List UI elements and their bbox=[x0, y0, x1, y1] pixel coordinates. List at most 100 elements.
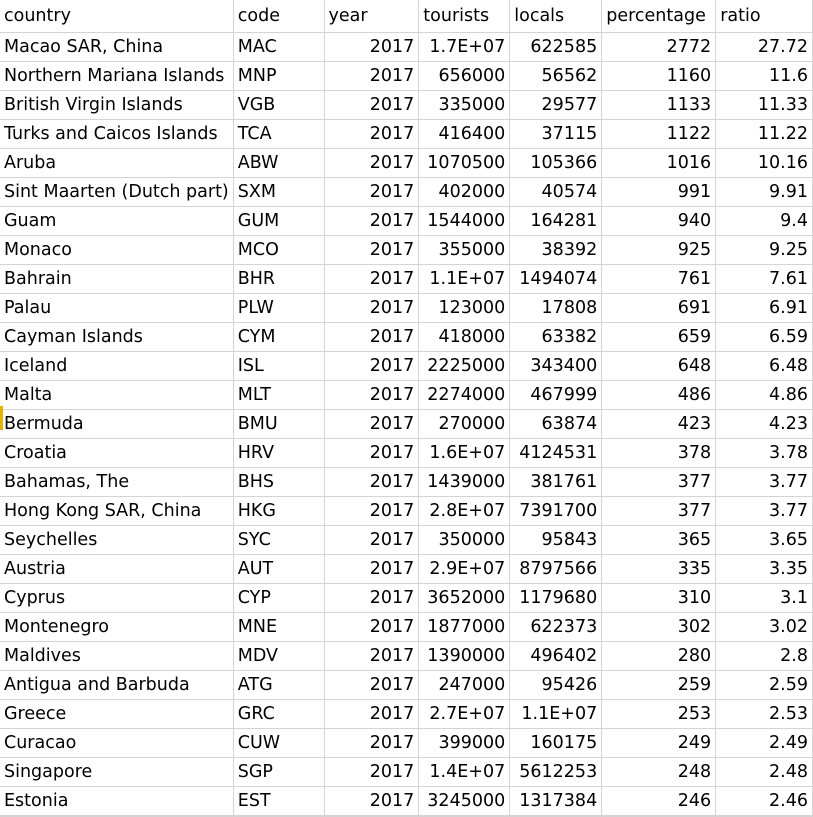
cell-year[interactable]: 2017 bbox=[324, 293, 420, 323]
cell-percentage[interactable]: 378 bbox=[601, 438, 717, 468]
cell-ratio[interactable]: 3.77 bbox=[715, 496, 813, 526]
cell-ratio[interactable]: 9.4 bbox=[715, 206, 813, 236]
cell-tourists[interactable]: 350000 bbox=[418, 525, 511, 555]
cell-tourists[interactable]: 1.1E+07 bbox=[418, 264, 511, 294]
cell-locals[interactable]: 56562 bbox=[509, 61, 603, 91]
cell-tourists[interactable]: 399000 bbox=[418, 728, 511, 758]
cell-year[interactable]: 2017 bbox=[324, 757, 420, 787]
cell-code[interactable]: HRV bbox=[233, 438, 325, 468]
cell-year[interactable]: 2017 bbox=[324, 641, 420, 671]
cell-percentage[interactable]: 2772 bbox=[601, 32, 717, 62]
cell-code[interactable]: SYC bbox=[233, 525, 325, 555]
cell-ratio[interactable]: 2.49 bbox=[715, 728, 813, 758]
cell-tourists[interactable]: 1070500 bbox=[418, 148, 511, 178]
cell-locals[interactable]: 29577 bbox=[509, 90, 603, 120]
cell-percentage[interactable]: 940 bbox=[601, 206, 717, 236]
cell-year[interactable]: 2017 bbox=[324, 554, 420, 584]
cell-percentage[interactable]: 310 bbox=[601, 583, 717, 613]
cell-code[interactable]: MAC bbox=[233, 32, 325, 62]
cell-locals[interactable]: 40574 bbox=[509, 177, 603, 207]
cell-country[interactable]: Singapore bbox=[0, 757, 234, 787]
cell-code[interactable]: GRC bbox=[233, 699, 325, 729]
header-cell-tourists[interactable]: tourists bbox=[418, 0, 511, 33]
cell-year[interactable]: 2017 bbox=[324, 119, 420, 149]
cell-tourists[interactable]: 418000 bbox=[418, 322, 511, 352]
cell-year[interactable]: 2017 bbox=[324, 670, 420, 700]
cell-ratio[interactable]: 3.78 bbox=[715, 438, 813, 468]
cell-percentage[interactable]: 246 bbox=[601, 786, 717, 816]
cell-ratio[interactable]: 27.72 bbox=[715, 32, 813, 62]
cell-ratio[interactable]: 7.61 bbox=[715, 264, 813, 294]
cell-tourists[interactable]: 2.7E+07 bbox=[418, 699, 511, 729]
cell-ratio[interactable]: 3.77 bbox=[715, 467, 813, 497]
cell-locals[interactable]: 496402 bbox=[509, 641, 603, 671]
cell-percentage[interactable]: 691 bbox=[601, 293, 717, 323]
cell-tourists[interactable]: 355000 bbox=[418, 235, 511, 265]
cell-tourists[interactable]: 1439000 bbox=[418, 467, 511, 497]
cell-code[interactable]: CUW bbox=[233, 728, 325, 758]
header-cell-percentage[interactable]: percentage bbox=[601, 0, 717, 33]
cell-year[interactable]: 2017 bbox=[324, 264, 420, 294]
cell-locals[interactable]: 7391700 bbox=[509, 496, 603, 526]
cell-year[interactable]: 2017 bbox=[324, 496, 420, 526]
cell-locals[interactable]: 622585 bbox=[509, 32, 603, 62]
cell-percentage[interactable]: 486 bbox=[601, 380, 717, 410]
header-cell-code[interactable]: code bbox=[233, 0, 325, 33]
cell-year[interactable]: 2017 bbox=[324, 32, 420, 62]
cell-country[interactable]: Antigua and Barbuda bbox=[0, 670, 234, 700]
cell-tourists[interactable]: 1390000 bbox=[418, 641, 511, 671]
cell-tourists[interactable]: 2.8E+07 bbox=[418, 496, 511, 526]
cell-percentage[interactable]: 1160 bbox=[601, 61, 717, 91]
cell-year[interactable]: 2017 bbox=[324, 206, 420, 236]
cell-country[interactable]: Bermuda bbox=[0, 409, 234, 439]
cell-tourists[interactable]: 1.7E+07 bbox=[418, 32, 511, 62]
cell-ratio[interactable]: 11.33 bbox=[715, 90, 813, 120]
cell-country[interactable]: Monaco bbox=[0, 235, 234, 265]
cell-percentage[interactable]: 248 bbox=[601, 757, 717, 787]
cell-tourists[interactable]: 3652000 bbox=[418, 583, 511, 613]
cell-code[interactable]: GUM bbox=[233, 206, 325, 236]
cell-locals[interactable]: 95426 bbox=[509, 670, 603, 700]
cell-percentage[interactable]: 761 bbox=[601, 264, 717, 294]
cell-country[interactable]: Maldives bbox=[0, 641, 234, 671]
cell-locals[interactable]: 95843 bbox=[509, 525, 603, 555]
cell-ratio[interactable]: 3.02 bbox=[715, 612, 813, 642]
cell-locals[interactable]: 1179680 bbox=[509, 583, 603, 613]
cell-year[interactable]: 2017 bbox=[324, 467, 420, 497]
cell-locals[interactable]: 4124531 bbox=[509, 438, 603, 468]
cell-locals[interactable]: 164281 bbox=[509, 206, 603, 236]
cell-locals[interactable]: 5612253 bbox=[509, 757, 603, 787]
cell-locals[interactable]: 381761 bbox=[509, 467, 603, 497]
cell-locals[interactable]: 63382 bbox=[509, 322, 603, 352]
header-cell-country[interactable]: country bbox=[0, 0, 234, 33]
cell-code[interactable]: BHS bbox=[233, 467, 325, 497]
cell-year[interactable]: 2017 bbox=[324, 351, 420, 381]
cell-ratio[interactable]: 9.91 bbox=[715, 177, 813, 207]
cell-ratio[interactable]: 3.35 bbox=[715, 554, 813, 584]
cell-country[interactable]: Cayman Islands bbox=[0, 322, 234, 352]
cell-tourists[interactable]: 2225000 bbox=[418, 351, 511, 381]
cell-country[interactable]: British Virgin Islands bbox=[0, 90, 234, 120]
cell-code[interactable]: ATG bbox=[233, 670, 325, 700]
cell-year[interactable]: 2017 bbox=[324, 786, 420, 816]
cell-country[interactable]: Turks and Caicos Islands bbox=[0, 119, 234, 149]
cell-locals[interactable]: 160175 bbox=[509, 728, 603, 758]
cell-year[interactable]: 2017 bbox=[324, 148, 420, 178]
cell-year[interactable]: 2017 bbox=[324, 728, 420, 758]
cell-percentage[interactable]: 259 bbox=[601, 670, 717, 700]
cell-country[interactable]: Bahrain bbox=[0, 264, 234, 294]
cell-code[interactable]: BHR bbox=[233, 264, 325, 294]
cell-ratio[interactable]: 6.48 bbox=[715, 351, 813, 381]
cell-locals[interactable]: 38392 bbox=[509, 235, 603, 265]
cell-country[interactable]: Austria bbox=[0, 554, 234, 584]
cell-ratio[interactable]: 4.86 bbox=[715, 380, 813, 410]
cell-country[interactable]: Iceland bbox=[0, 351, 234, 381]
cell-country[interactable]: Palau bbox=[0, 293, 234, 323]
cell-year[interactable]: 2017 bbox=[324, 409, 420, 439]
cell-code[interactable]: ISL bbox=[233, 351, 325, 381]
cell-code[interactable]: BMU bbox=[233, 409, 325, 439]
cell-locals[interactable]: 8797566 bbox=[509, 554, 603, 584]
cell-percentage[interactable]: 249 bbox=[601, 728, 717, 758]
cell-country[interactable]: Guam bbox=[0, 206, 234, 236]
cell-code[interactable]: CYM bbox=[233, 322, 325, 352]
